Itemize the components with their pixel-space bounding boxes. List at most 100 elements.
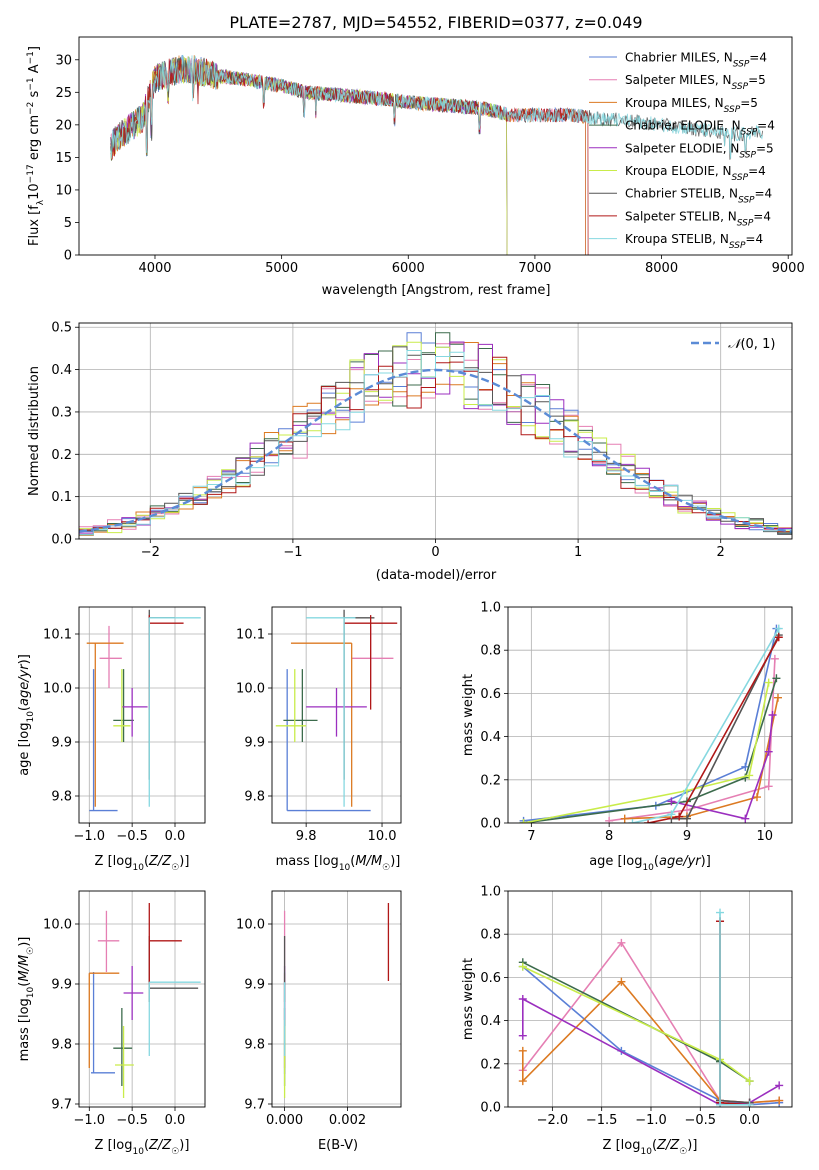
errorbar-salpeter-miles [99, 625, 122, 688]
y-axis-label: age [log10(age/yr)] [17, 654, 36, 776]
weight-marker [628, 819, 637, 823]
x-tick-label: −1 [283, 545, 302, 560]
y-tick-label: 30 [55, 53, 72, 68]
weight-marker [667, 810, 676, 819]
weight-marker [768, 711, 777, 719]
weight-marker [772, 674, 781, 683]
x-tick-label: 0.000 [266, 1113, 303, 1128]
x-tick-label: 4000 [138, 261, 171, 276]
weight-line-kroupa-elodie [523, 682, 770, 823]
y-tick-label: 9.9 [244, 978, 265, 993]
weight-marker [667, 797, 676, 806]
y-tick-label: 10.0 [43, 682, 72, 697]
y-axis-label: mass [log10(M/M☉)] [17, 937, 36, 1062]
errorbar-chabrier-elodie [113, 1008, 133, 1086]
y-tick-label: 0.4 [480, 730, 501, 745]
x-tick-label: 5000 [265, 261, 298, 276]
x-tick-label: −0.5 [685, 1113, 717, 1128]
weight-marker [675, 812, 684, 821]
y-tick-label: 0.4 [51, 363, 72, 378]
legend-entry: Kroupa ELODIE, NSSP=4 [625, 164, 766, 183]
plot-area [110, 54, 763, 255]
weight-line-chabrier-miles [523, 628, 778, 822]
x-tick-label: 7 [527, 829, 535, 844]
x-tick-label: 8 [605, 829, 613, 844]
y-tick-label: 9.9 [51, 978, 72, 993]
errorbar-chabrier-miles [91, 972, 115, 1074]
spectrum-line-chabrier-miles [110, 54, 586, 255]
y-tick-label: 15 [55, 151, 72, 166]
y-tick-label: 5 [64, 216, 72, 231]
legend-entry: 𝒩(0, 1) [728, 337, 775, 352]
chart-age_vs_Z: −1.0 −0.5 0.0 9.8 9.9 10.0 10.1 Z [log10(Z/Z☉)]… [17, 606, 206, 873]
weight-marker [518, 1077, 527, 1086]
spectrum-line-salpeter-miles [110, 58, 586, 255]
weight-line-chabrier-elodie [523, 678, 778, 823]
x-tick-label: 9000 [772, 261, 805, 276]
x-tick-label: 0.002 [329, 1113, 366, 1128]
errorbar-chabrier-miles [286, 669, 371, 812]
plot-area [508, 891, 792, 1107]
legend-entry: Kroupa STELIB, NSSP=4 [625, 232, 763, 251]
y-tick-label: 9.7 [51, 1098, 72, 1113]
y-tick-label: 9.8 [51, 790, 72, 805]
weight-line-kroupa-miles [522, 980, 780, 1104]
weight-line-chabrier-elodie [522, 961, 751, 1082]
weight-marker [745, 1100, 754, 1107]
x-tick-label: 0.0 [165, 829, 186, 844]
y-axis-label: Flux [fλ10−17 erg cm−2 s−1 A−1] [26, 46, 46, 246]
y-tick-label: 0 [64, 249, 72, 264]
y-tick-label: 0.2 [480, 1057, 501, 1072]
errorbar-kroupa-stelib [148, 981, 201, 1056]
errorbar-kroupa-miles [86, 642, 124, 807]
weight-marker [605, 816, 614, 823]
axes-frame [271, 606, 402, 824]
x-tick-label: 1 [574, 545, 582, 560]
histogram-kroupa-stelib [79, 350, 792, 536]
chart-spectrum: 4000 5000 6000 7000 8000 9000 0 5 10 15 20 25 30 wave… [26, 36, 805, 298]
legend-entry: Chabrier MILES, NSSP=4 [625, 51, 767, 70]
axes-frame [271, 890, 402, 1108]
errorbar-salpeter-stelib [148, 903, 182, 984]
y-tick-label: 9.9 [51, 736, 72, 751]
weight-marker [770, 654, 779, 663]
y-tick-label: 9.7 [244, 1098, 265, 1113]
y-tick-label: 10.0 [236, 918, 265, 933]
plot-area [272, 607, 401, 823]
weight-line-salpeter-elodie [671, 714, 774, 820]
chart-residuals: −2 −1 0 1 2 0.0 0.1 0.2 0.3 0.4 0.5 (data-model)/er… [27, 321, 793, 583]
errorbar-salpeter-stelib [148, 615, 184, 710]
errorbar-chabrier-elodie [113, 669, 134, 742]
axes-frame [78, 322, 793, 540]
y-tick-label: 10.1 [236, 628, 265, 643]
x-tick-label: −2 [141, 545, 160, 560]
y-tick-label: 10.0 [43, 918, 72, 933]
plot-area [272, 891, 401, 1107]
legend-entry: Salpeter STELIB, NSSP=4 [625, 209, 771, 228]
y-tick-label: 10 [55, 183, 72, 198]
y-tick-label: 20 [55, 118, 72, 133]
legend-entry: Kroupa MILES, NSSP=5 [625, 96, 758, 115]
x-tick-label: −1.0 [635, 1113, 667, 1128]
y-tick-label: 9.9 [244, 736, 265, 751]
axes-frame [507, 606, 793, 824]
errorbar-kroupa-miles [88, 972, 120, 1068]
chart-weight_vs_age: 7 8 9 10 0.0 0.2 0.4 0.6 0.8 1.0 age [log10(age/yr… [461, 601, 793, 873]
y-tick-label: 0.2 [480, 773, 501, 788]
weight-marker [716, 1100, 725, 1107]
weight-line-kroupa-stelib [719, 912, 750, 1106]
x-tick-label: 10.0 [368, 829, 397, 844]
gaussian-curve [79, 368, 792, 533]
y-tick-label: 0.3 [51, 405, 72, 420]
x-tick-label: 9.8 [296, 829, 317, 844]
errorbar-salpeter-elodie [306, 688, 367, 737]
y-axis-label: mass weight [461, 674, 476, 756]
chart-weight_vs_Z: −2.0 −1.5 −1.0 −0.5 0.0 0.0 0.2 0.4 0.6 0.8 1.0 Z [… [461, 885, 793, 1157]
y-tick-label: 1.0 [480, 885, 501, 900]
histogram-chabrier-stelib [79, 346, 792, 535]
errorbar-chabrier-stelib [148, 609, 175, 780]
weight-marker [774, 633, 783, 642]
x-tick-label: 6000 [392, 261, 425, 276]
weight-marker [764, 747, 773, 756]
